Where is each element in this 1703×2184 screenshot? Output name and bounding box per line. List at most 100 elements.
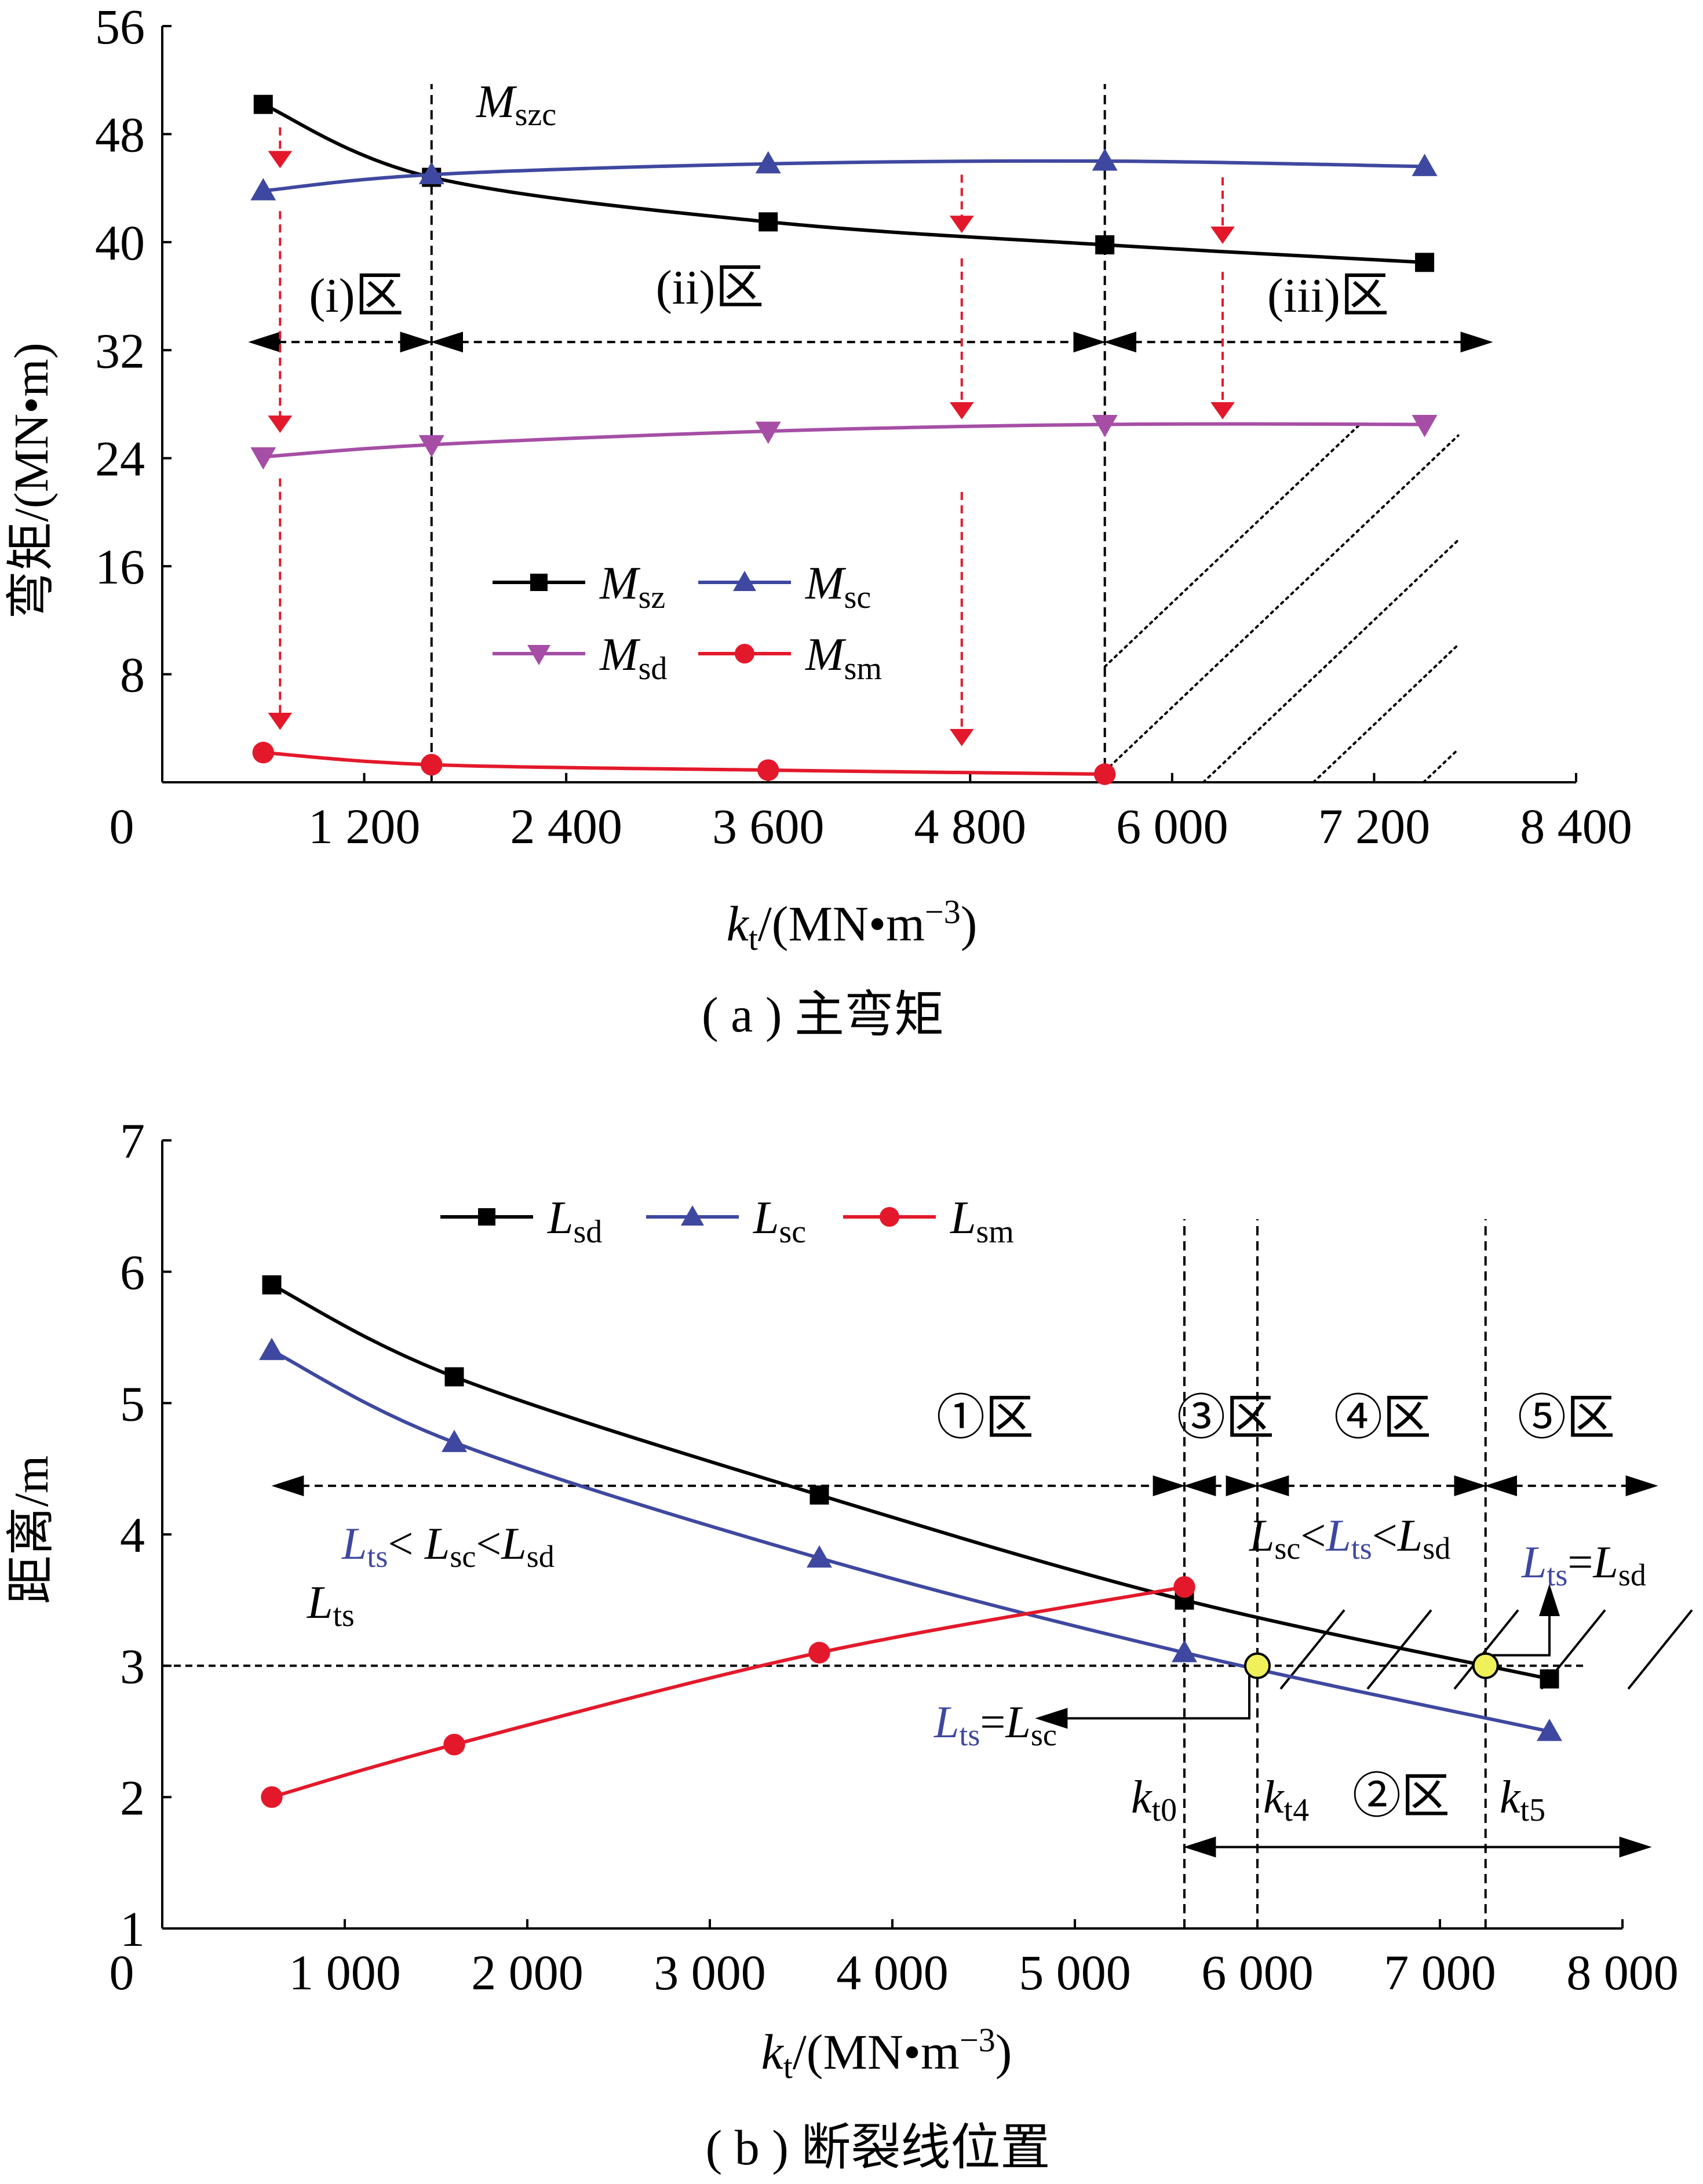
chart-a-series-line-sd xyxy=(263,422,1425,459)
chart-a-point-sd xyxy=(1412,414,1438,437)
chart-b-series-line-sm xyxy=(271,1585,1185,1799)
chart-b-x-tick-label: 8 000 xyxy=(1566,1945,1679,2000)
chart-a-point-sd xyxy=(755,421,781,444)
chart-a-legend-msd-label: Msd xyxy=(599,629,667,687)
chart-a-hatch-line xyxy=(1103,434,1460,772)
chart-a-red-arrows xyxy=(268,127,1235,746)
chart-a-series-line-sc xyxy=(262,159,1425,193)
chart-b-series-line-sd xyxy=(271,1283,1550,1681)
chart-b-y-tick-label: 5 xyxy=(120,1376,145,1431)
chart-b-legend-lsc-label: Lsc xyxy=(753,1193,806,1250)
chart-b-hline-label: Lts xyxy=(307,1577,355,1634)
chart-b-point-sc xyxy=(442,1430,467,1452)
chart-a-y-tick-label: 32 xyxy=(95,323,145,378)
chart-b-ylabel: 距离/m xyxy=(5,1456,59,1605)
chart-a-point-sc xyxy=(1092,148,1118,171)
chart-b-point-sc xyxy=(1537,1719,1562,1741)
chart-a-point-sc xyxy=(755,151,781,174)
chart-b-point-sd xyxy=(809,1485,829,1505)
chart-a-vline-label: Mszc xyxy=(476,76,556,133)
chart-b-hatch-line xyxy=(1627,1609,1693,1690)
chart-b-point-sm xyxy=(808,1642,830,1664)
chart-a-zone-label-i: (i)区 xyxy=(309,269,403,323)
chart-b-point-sm xyxy=(443,1733,465,1756)
chart-a-point-sd xyxy=(250,447,276,470)
chart-b-y-tick-label: 3 xyxy=(120,1639,145,1694)
chart-b-callout-lts-lsc xyxy=(1035,1673,1250,1729)
chart-a-axes xyxy=(161,26,1576,783)
chart-a-hatch-line xyxy=(1422,748,1460,783)
chart-b-point-sc xyxy=(1172,1640,1197,1662)
chart-b-legend-lsd-marker xyxy=(478,1208,495,1226)
panel-a-bending-moment: 0 1 200 2 400 3 600 4 800 6 000 7 200 8 400 8 16 2… xyxy=(5,0,1632,1042)
chart-a-legend-msc-marker xyxy=(733,571,756,591)
chart-a-y-tick-label: 48 xyxy=(95,107,145,162)
chart-b-equality-lts-lsd: Lts=Lsd xyxy=(1521,1537,1646,1592)
chart-b-zone-label-2: ②区 xyxy=(1352,1770,1450,1824)
chart-b-x-tick-label: 4 000 xyxy=(836,1945,949,2000)
chart-a-x-tick-label: 6 000 xyxy=(1116,799,1228,854)
chart-a-y-tick-label: 56 xyxy=(95,0,145,54)
chart-a-y-tick-label: 40 xyxy=(95,215,145,271)
chart-b-zone-label-4: ④区 xyxy=(1334,1391,1431,1445)
chart-a-x-tick-label: 0 xyxy=(110,799,134,854)
chart-b-x-tick-label: 1 000 xyxy=(289,1945,401,2000)
chart-a-point-sz xyxy=(1095,235,1115,255)
chart-a-zone-label-iii: (iii)区 xyxy=(1267,269,1389,323)
chart-a-x-tick-label: 7 200 xyxy=(1318,799,1431,854)
chart-a-point-sm xyxy=(1093,763,1116,785)
chart-b-x-tick-label: 2 000 xyxy=(471,1945,584,2000)
chart-a-legend-msm-label: Msm xyxy=(805,629,882,687)
chart-b-x-tick-label: 3 000 xyxy=(654,1945,766,2000)
chart-b-point-sc xyxy=(807,1545,832,1568)
chart-b-legend-lsm-marker xyxy=(880,1207,899,1227)
chart-b-x-tick-label: 6 000 xyxy=(1201,1945,1314,2000)
chart-a-ticks: 0 1 200 2 400 3 600 4 800 6 000 7 200 8 400 8 16 2… xyxy=(95,0,1632,854)
chart-a-point-sd xyxy=(418,435,444,458)
chart-a-y-tick-label: 8 xyxy=(120,647,145,703)
chart-b-x-tick-label: 0 xyxy=(110,1945,134,2000)
chart-a-legend: Msz Msc Msd Msm xyxy=(493,558,882,687)
chart-b-vertical-lines xyxy=(1183,1219,1487,1928)
chart-a-point-sz xyxy=(758,212,778,232)
chart-a-point-sm xyxy=(252,742,274,764)
chart-a-caption: ( a ) 主弯矩 xyxy=(702,987,944,1042)
chart-a-legend-msm-marker xyxy=(735,644,754,663)
chart-a-legend-msz-marker xyxy=(530,574,548,591)
chart-a-hatched-region xyxy=(1103,423,1460,783)
panel-b-fracture-line-position: 0 1 000 2 000 3 000 4 000 5 000 6 000 7 000 8 00… xyxy=(5,1113,1693,2175)
chart-b-point-sd xyxy=(444,1367,464,1387)
chart-b-caption: ( b ) 断裂线位置 xyxy=(706,2120,1051,2175)
chart-a-x-tick-label: 8 400 xyxy=(1520,799,1632,854)
chart-b-inequality-right: Lsc<Lts<Lsd xyxy=(1249,1510,1450,1566)
chart-a-point-sc xyxy=(250,178,276,200)
chart-b-inequality-left: Lts< Lsc<Lsd xyxy=(341,1518,555,1574)
chart-b-y-tick-label: 6 xyxy=(120,1245,145,1300)
chart-b-callout-arrows xyxy=(1035,1584,1560,1729)
chart-a-series-line-sz xyxy=(262,103,1425,264)
chart-b-series-line-sc xyxy=(271,1348,1550,1733)
chart-a-hatch-line xyxy=(1103,423,1361,668)
chart-a-legend-msz-label: Msz xyxy=(599,558,665,615)
chart-b-y-tick-label: 7 xyxy=(120,1113,145,1169)
chart-b-y-tick-label: 4 xyxy=(120,1507,145,1563)
chart-b-y-tick-label: 2 xyxy=(120,1770,145,1825)
chart-b-intersection-point xyxy=(1472,1652,1499,1679)
chart-b-y-tick-label: 1 xyxy=(120,1901,145,1957)
chart-b-intersection-points xyxy=(1244,1652,1499,1679)
chart-a-x-tick-label: 2 400 xyxy=(510,799,622,854)
chart-a-y-tick-label: 16 xyxy=(95,539,145,595)
chart-a-series xyxy=(250,94,1438,785)
chart-a-point-sc xyxy=(1412,154,1438,176)
chart-a-series-line-sm xyxy=(263,750,1105,776)
chart-b-zone-label-5: ⑤区 xyxy=(1518,1391,1615,1445)
chart-a-y-tick-label: 24 xyxy=(95,431,145,487)
chart-b-legend-lsm-label: Lsm xyxy=(950,1193,1014,1250)
chart-a-legend-msc-label: Msc xyxy=(805,558,871,615)
chart-a-legend-msd-marker xyxy=(527,645,550,665)
chart-b-point-sm xyxy=(261,1786,283,1809)
chart-b-x-tick-label: 5 000 xyxy=(1019,1945,1131,2000)
chart-b-series xyxy=(259,1275,1562,1809)
chart-a-point-sc xyxy=(418,162,444,184)
chart-a-point-sz xyxy=(1415,253,1435,272)
